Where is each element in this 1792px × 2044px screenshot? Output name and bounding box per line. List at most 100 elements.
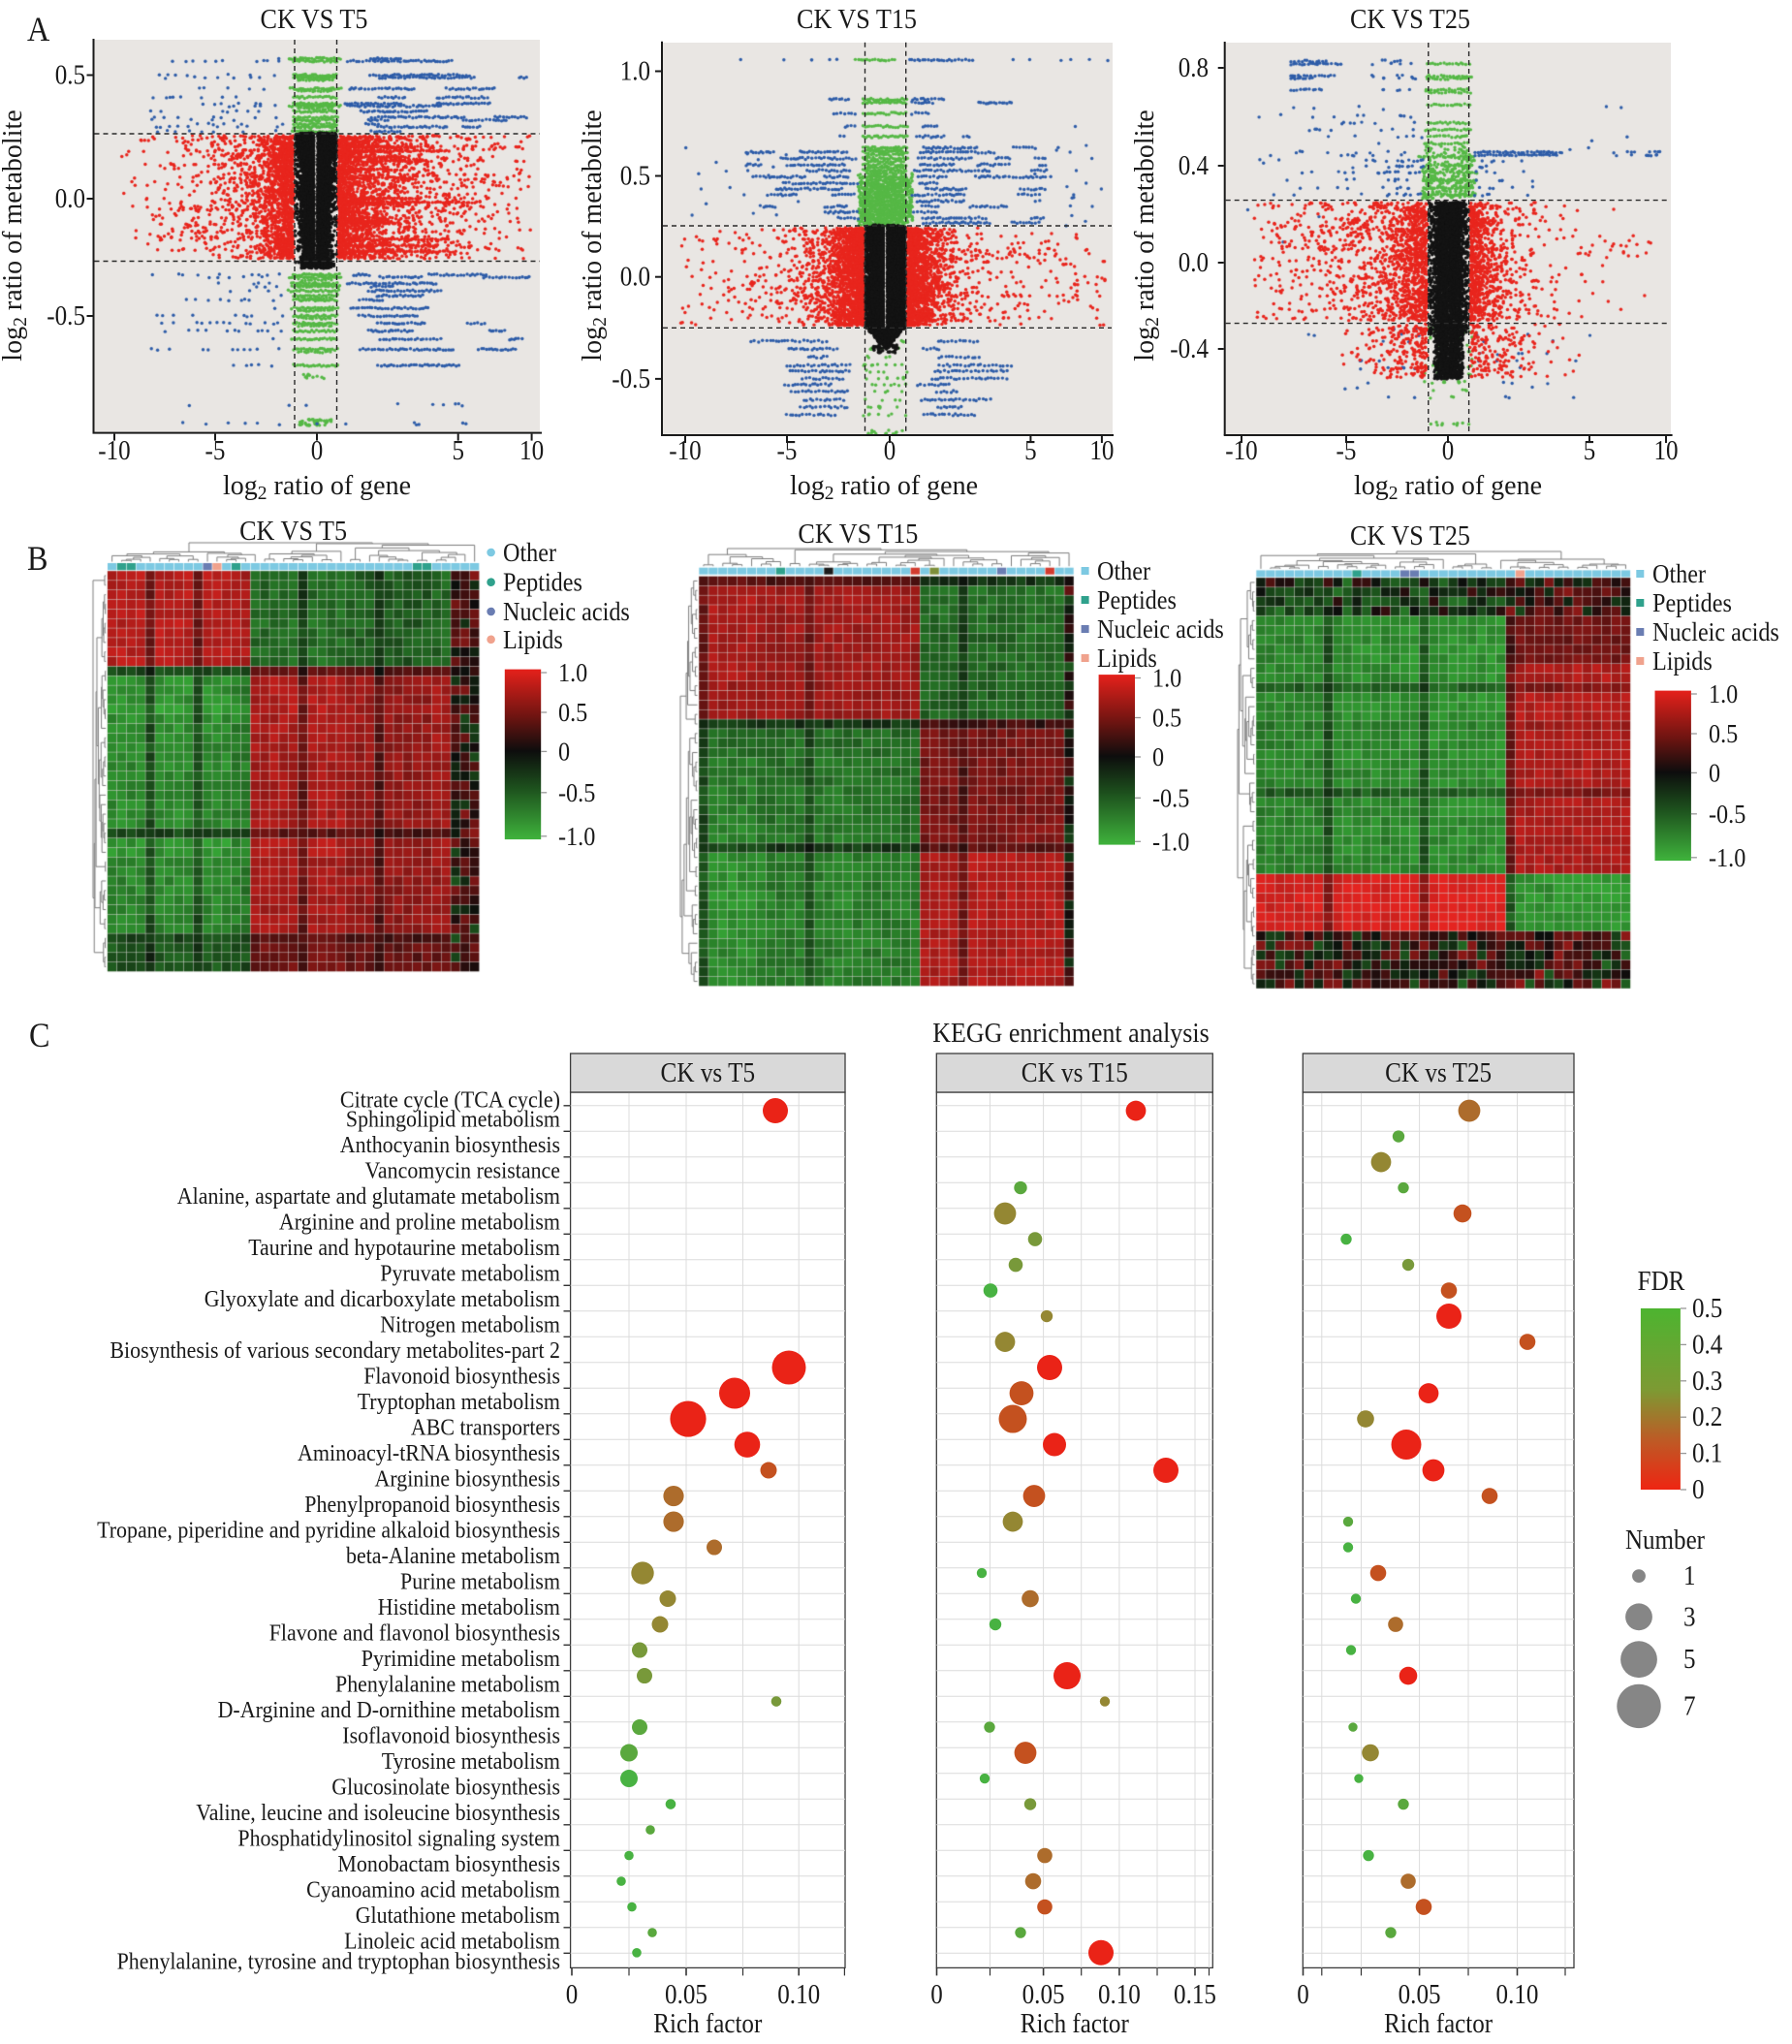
svg-text:0: 0 (558, 737, 570, 766)
svg-text:Linoleic acid metabolism: Linoleic acid metabolism (344, 1929, 560, 1955)
svg-text:Peptides: Peptides (1652, 588, 1732, 617)
svg-text:CK VS T5: CK VS T5 (239, 516, 347, 547)
svg-text:Glyoxylate and dicarboxylate m: Glyoxylate and dicarboxylate metabolism (204, 1286, 560, 1312)
svg-text:Nucleic acids: Nucleic acids (1097, 614, 1224, 644)
svg-text:10: 10 (1089, 436, 1114, 466)
svg-text:log2 ratio of gene: log2 ratio of gene (1354, 471, 1542, 504)
svg-text:Arginine and proline metabolis: Arginine and proline metabolism (279, 1210, 560, 1236)
svg-text:Alanine, aspartate and glutama: Alanine, aspartate and glutamate metabol… (177, 1183, 560, 1210)
svg-text:5: 5 (1024, 436, 1037, 466)
svg-text:KEGG enrichment analysis: KEGG enrichment analysis (932, 1018, 1209, 1049)
svg-text:0: 0 (566, 1980, 579, 2010)
svg-text:Pyruvate metabolism: Pyruvate metabolism (380, 1261, 560, 1287)
svg-text:-0.5: -0.5 (1709, 800, 1745, 829)
svg-text:Taurine and hypotaurine metabo: Taurine and hypotaurine metabolism (248, 1235, 560, 1261)
svg-text:5: 5 (452, 436, 464, 466)
svg-text:0.0: 0.0 (1179, 248, 1209, 278)
svg-text:log2 ratio of metabolite: log2 ratio of metabolite (1130, 110, 1163, 361)
svg-text:Phosphatidylinositol signaling: Phosphatidylinositol signaling system (237, 1826, 560, 1852)
svg-text:0: 0 (884, 436, 896, 466)
svg-text:CK VS T5: CK VS T5 (261, 4, 368, 35)
svg-text:0: 0 (1297, 1980, 1309, 2010)
svg-text:0.5: 0.5 (1152, 704, 1181, 733)
svg-text:-0.5: -0.5 (47, 301, 85, 331)
svg-text:Isoflavonoid biosynthesis: Isoflavonoid biosynthesis (342, 1723, 560, 1749)
svg-text:Lipids: Lipids (1097, 644, 1157, 673)
svg-text:Histidine metabolism: Histidine metabolism (378, 1594, 560, 1620)
svg-text:Cyanoamino acid metabolism: Cyanoamino acid metabolism (306, 1877, 560, 1903)
svg-text:1: 1 (1683, 1561, 1696, 1591)
svg-text:CK vs T25: CK vs T25 (1385, 1058, 1492, 1088)
svg-text:FDR: FDR (1638, 1267, 1685, 1297)
svg-text:B: B (27, 539, 48, 578)
svg-text:Phenylpropanoid biosynthesis: Phenylpropanoid biosynthesis (304, 1492, 560, 1518)
svg-text:0.1: 0.1 (1692, 1439, 1722, 1469)
svg-text:Lipids: Lipids (503, 625, 563, 654)
svg-text:0: 0 (930, 1980, 943, 2010)
svg-text:0: 0 (1152, 742, 1164, 771)
svg-text:0.5: 0.5 (1692, 1294, 1722, 1324)
svg-text:-0.5: -0.5 (1152, 783, 1189, 812)
svg-text:0: 0 (1709, 758, 1720, 787)
svg-text:1.0: 1.0 (620, 57, 650, 87)
svg-text:1.0: 1.0 (558, 658, 587, 687)
svg-text:Tropane, piperidine and pyridi: Tropane, piperidine and pyridine alkaloi… (97, 1518, 560, 1544)
svg-text:0.05: 0.05 (665, 1980, 707, 2010)
svg-text:CK VS T15: CK VS T15 (797, 4, 917, 35)
svg-text:0: 0 (311, 436, 324, 466)
svg-text:0.15: 0.15 (1174, 1980, 1216, 2010)
svg-text:-0.5: -0.5 (612, 364, 650, 394)
svg-text:1.0: 1.0 (1152, 664, 1181, 693)
svg-text:-0.4: -0.4 (1170, 334, 1209, 364)
svg-text:0.4: 0.4 (1692, 1330, 1722, 1360)
svg-text:Phenylalanine, tyrosine and tr: Phenylalanine, tyrosine and tryptophan b… (117, 1948, 560, 1974)
svg-text:Phenylalanine metabolism: Phenylalanine metabolism (335, 1672, 560, 1698)
svg-text:Rich factor: Rich factor (653, 2009, 763, 2039)
svg-text:0: 0 (1692, 1475, 1705, 1505)
svg-text:CK VS T25: CK VS T25 (1350, 520, 1470, 551)
svg-text:10: 10 (519, 436, 544, 466)
svg-text:0.4: 0.4 (1179, 151, 1209, 181)
svg-text:Other: Other (1097, 556, 1150, 585)
svg-text:ABC transporters: ABC transporters (411, 1415, 560, 1441)
svg-text:0.2: 0.2 (1692, 1402, 1722, 1432)
svg-text:CK vs T15: CK vs T15 (1022, 1058, 1128, 1088)
svg-text:10: 10 (1653, 436, 1678, 466)
svg-text:0.05: 0.05 (1399, 1980, 1441, 2010)
svg-text:Pyrimidine metabolism: Pyrimidine metabolism (362, 1646, 560, 1672)
svg-text:Monobactam biosynthesis: Monobactam biosynthesis (337, 1851, 560, 1877)
svg-text:Rich factor: Rich factor (1021, 2009, 1130, 2039)
svg-text:-5: -5 (205, 436, 226, 466)
svg-text:-10: -10 (1225, 436, 1257, 466)
svg-text:Aminoacyl-tRNA biosynthesis: Aminoacyl-tRNA biosynthesis (298, 1440, 560, 1466)
svg-text:Anthocyanin biosynthesis: Anthocyanin biosynthesis (340, 1132, 560, 1158)
svg-text:Number: Number (1625, 1525, 1706, 1556)
svg-text:-1.0: -1.0 (1152, 827, 1189, 856)
svg-text:log2 ratio of gene: log2 ratio of gene (223, 471, 411, 504)
svg-text:Flavone and flavonol biosynthe: Flavone and flavonol biosynthesis (269, 1620, 560, 1647)
svg-text:CK VS T25: CK VS T25 (1350, 4, 1470, 35)
svg-text:Valine, leucine and isoleucine: Valine, leucine and isoleucine biosynthe… (196, 1800, 560, 1826)
svg-text:Nitrogen metabolism: Nitrogen metabolism (380, 1312, 560, 1338)
svg-text:Other: Other (503, 538, 556, 567)
svg-text:0.0: 0.0 (55, 184, 85, 214)
svg-text:3: 3 (1683, 1602, 1696, 1632)
svg-text:-1.0: -1.0 (1709, 843, 1745, 872)
svg-text:-0.5: -0.5 (558, 778, 595, 807)
svg-text:Glucosinolate biosynthesis: Glucosinolate biosynthesis (331, 1775, 560, 1801)
svg-text:0.05: 0.05 (1022, 1980, 1065, 2010)
svg-text:-5: -5 (777, 436, 798, 466)
svg-text:Other: Other (1652, 559, 1706, 588)
svg-text:Flavonoid biosynthesis: Flavonoid biosynthesis (363, 1364, 560, 1390)
svg-text:log2 ratio of metabolite: log2 ratio of metabolite (578, 110, 611, 361)
svg-text:Glutathione metabolism: Glutathione metabolism (356, 1902, 560, 1929)
svg-text:log2 ratio of gene: log2 ratio of gene (790, 471, 978, 504)
svg-text:beta-Alanine metabolism: beta-Alanine metabolism (346, 1543, 560, 1569)
svg-text:Citrate cycle (TCA cycle): Citrate cycle (TCA cycle) (340, 1086, 560, 1113)
svg-text:Lipids: Lipids (1652, 646, 1713, 676)
svg-text:0.5: 0.5 (558, 698, 587, 727)
svg-text:-10: -10 (98, 436, 130, 466)
svg-text:CK vs T5: CK vs T5 (661, 1058, 756, 1088)
svg-text:0.0: 0.0 (620, 263, 650, 293)
svg-text:Peptides: Peptides (503, 568, 582, 597)
